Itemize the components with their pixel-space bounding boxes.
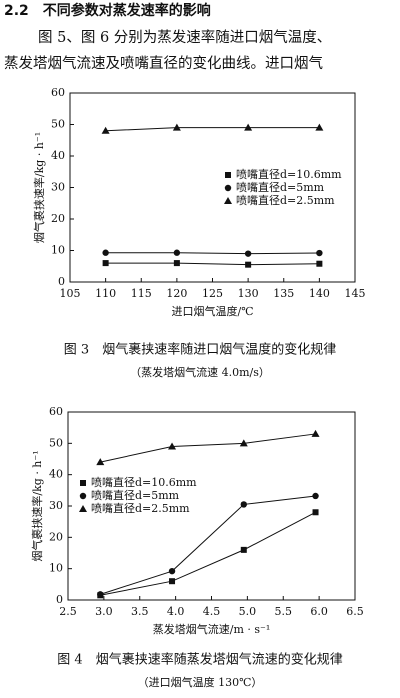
y-tick-label: 40 xyxy=(49,468,63,481)
y-tick-label: 10 xyxy=(49,562,63,575)
x-tick-label: 5.0 xyxy=(239,605,257,618)
y-tick-label: 30 xyxy=(51,181,65,194)
x-tick-label: 120 xyxy=(166,287,187,300)
legend-label: 喷嘴直径d=10.6mm xyxy=(91,475,197,489)
figure-note: （蒸发塔烟气流速 4.0m/s） xyxy=(130,365,270,379)
x-tick-label: 3.0 xyxy=(95,605,113,618)
legend-label: 喷嘴直径d=2.5mm xyxy=(236,193,335,207)
legend-marker xyxy=(224,184,232,192)
marker-circle xyxy=(102,249,109,256)
marker-circle xyxy=(316,249,323,257)
y-tick-label: 10 xyxy=(51,244,65,257)
marker-circle xyxy=(244,250,252,257)
marker-square xyxy=(240,546,247,553)
y-tick-label: 50 xyxy=(51,118,65,131)
legend-marker xyxy=(79,505,87,512)
marker-square xyxy=(245,261,252,268)
legend-marker xyxy=(225,172,231,178)
x-tick-label: 2.5 xyxy=(59,605,77,618)
x-tick-label: 4.5 xyxy=(203,605,221,618)
series-line xyxy=(105,127,320,132)
x-tick-label: 4.0 xyxy=(167,605,185,618)
series-line xyxy=(100,433,316,463)
series-line xyxy=(105,262,320,266)
y-tick-label: 20 xyxy=(49,530,63,543)
x-tick-label: 105 xyxy=(60,287,81,300)
x-axis-label: 蒸发塔烟气流速/m · s⁻¹ xyxy=(153,622,271,636)
marker-square xyxy=(169,578,176,585)
marker-circle xyxy=(97,591,104,598)
marker-square xyxy=(316,260,323,267)
x-tick-label: 135 xyxy=(273,287,294,300)
figure-note: （进口烟气温度 130℃） xyxy=(138,675,263,689)
x-tick-label: 130 xyxy=(238,287,259,300)
marker-square xyxy=(312,509,319,516)
y-tick-label: 0 xyxy=(58,275,65,288)
x-tick-label: 115 xyxy=(131,287,152,300)
x-tick-label: 5.5 xyxy=(275,605,293,618)
marker-circle xyxy=(168,567,176,575)
marker-circle xyxy=(312,492,319,500)
legend-label: 喷嘴直径d=10.6mm xyxy=(236,167,342,181)
y-tick-label: 30 xyxy=(49,499,63,512)
marker-triangle xyxy=(244,123,253,131)
paragraph-line: 蒸发塔烟气流速及喷嘴直径的变化曲线。进口烟气 xyxy=(4,55,323,72)
x-tick-label: 110 xyxy=(95,287,116,300)
y-tick-label: 40 xyxy=(51,149,65,162)
y-axis-label: 烟气裹挟速率/kg · h⁻¹ xyxy=(30,450,44,561)
marker-triangle xyxy=(239,439,248,447)
y-axis-label: 烟气裹挟速率/kg · h⁻¹ xyxy=(32,132,46,243)
series-line xyxy=(100,495,316,595)
x-tick-label: 6.5 xyxy=(346,605,364,618)
figure-caption: 图 4 烟气裹挟速率随蒸发塔烟气流速的变化规律 xyxy=(57,652,342,668)
y-tick-label: 60 xyxy=(51,86,65,99)
legend-label: 喷嘴直径d=5mm xyxy=(236,180,325,194)
marker-square xyxy=(173,260,180,267)
marker-triangle xyxy=(101,126,110,134)
y-tick-label: 0 xyxy=(56,593,63,606)
marker-triangle xyxy=(315,123,324,131)
legend-marker xyxy=(80,480,86,486)
paragraph-line: 图 5、图 6 分别为蒸发速率随进口烟气温度、 xyxy=(38,29,331,46)
marker-triangle xyxy=(96,458,105,466)
x-tick-label: 125 xyxy=(202,287,223,300)
marker-triangle xyxy=(168,442,177,450)
y-tick-label: 50 xyxy=(49,436,63,449)
figure-caption: 图 3 烟气裹挟速率随进口烟气温度的变化规律 xyxy=(64,342,336,358)
section-heading: 2.2 不同参数对蒸发速率的影响 xyxy=(4,2,211,19)
x-tick-label: 145 xyxy=(345,287,366,300)
legend-label: 喷嘴直径d=5mm xyxy=(91,488,180,502)
marker-square xyxy=(102,260,109,267)
x-axis-label: 进口烟气温度/℃ xyxy=(171,304,253,318)
series-line xyxy=(100,511,316,596)
marker-triangle xyxy=(311,429,320,437)
x-tick-label: 3.5 xyxy=(131,605,149,618)
marker-circle xyxy=(173,249,181,256)
x-tick-label: 140 xyxy=(309,287,330,300)
x-tick-label: 6.0 xyxy=(310,605,328,618)
y-tick-label: 20 xyxy=(51,212,65,225)
marker-triangle xyxy=(172,123,181,131)
series-line xyxy=(105,252,320,255)
legend-marker xyxy=(224,197,232,204)
legend-label: 喷嘴直径d=2.5mm xyxy=(91,501,190,515)
y-tick-label: 60 xyxy=(49,405,63,418)
legend-marker xyxy=(79,492,87,500)
marker-circle xyxy=(240,501,247,508)
